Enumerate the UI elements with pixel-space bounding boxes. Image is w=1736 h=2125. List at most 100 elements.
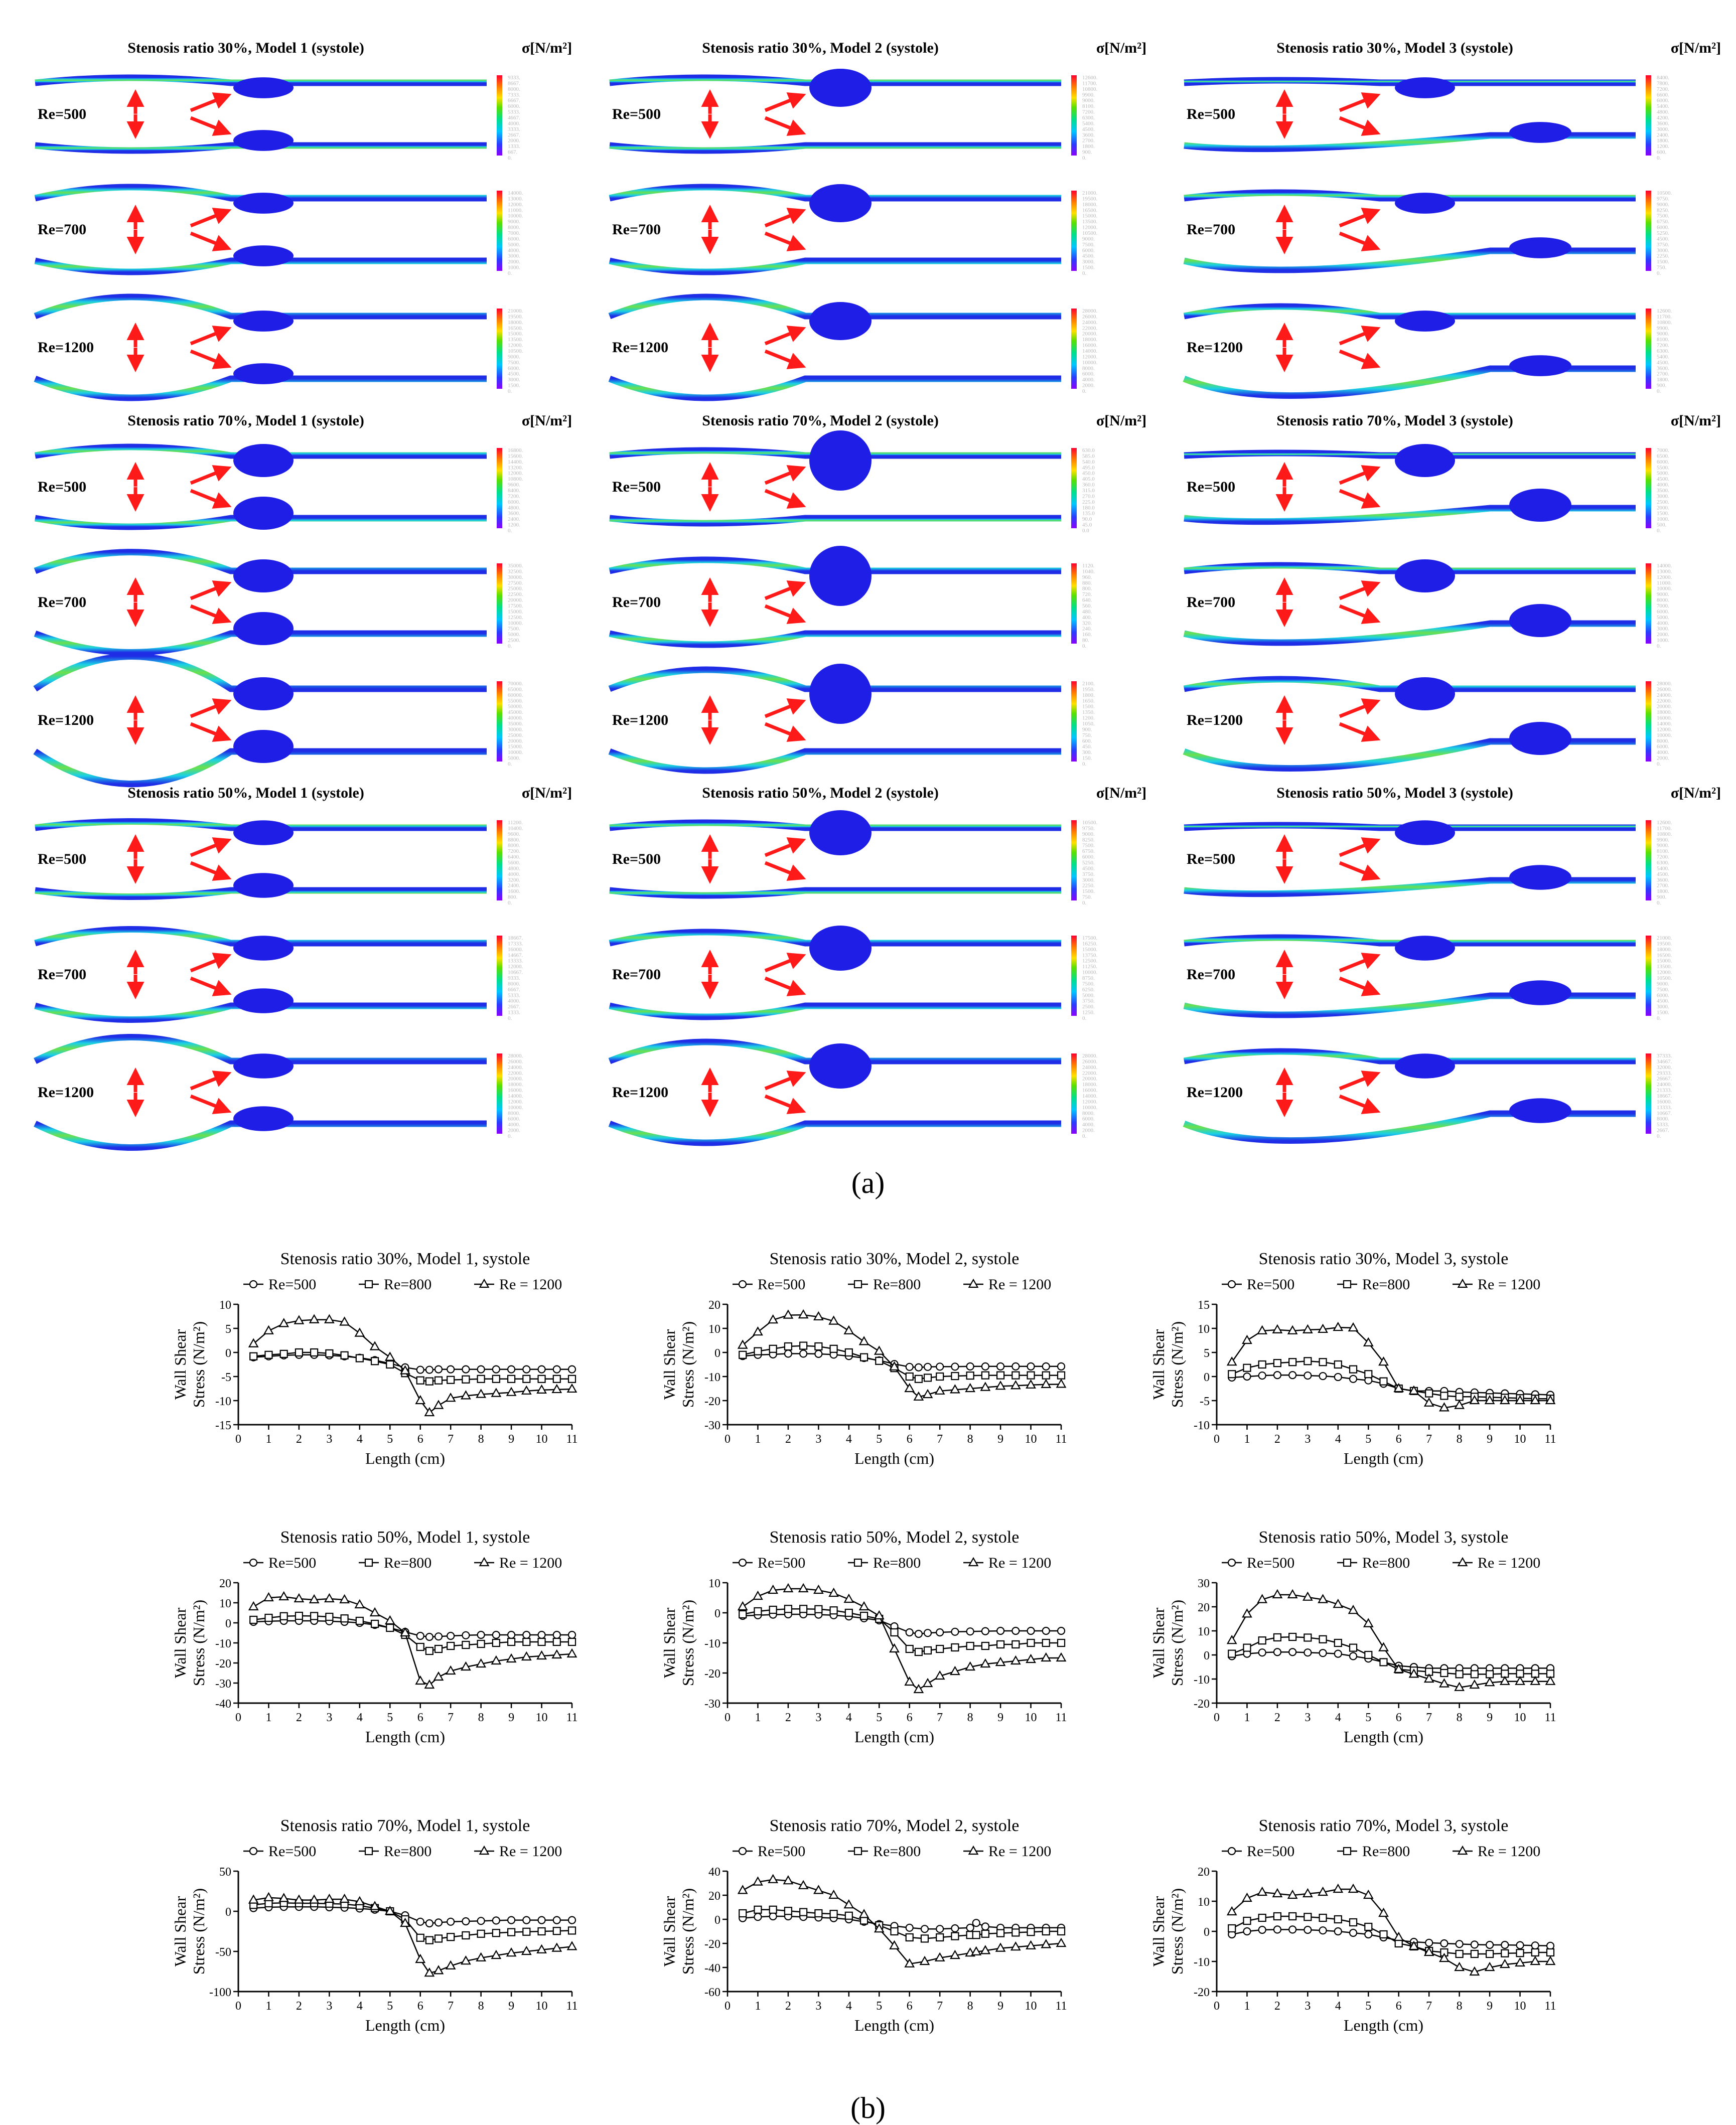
- vessel-wall-top: [609, 819, 1061, 831]
- y-axis-label: Stress (N/m²): [190, 1321, 208, 1408]
- legend-label: Re = 1200: [499, 1276, 562, 1293]
- colorbar-tick-label: 8400.: [1657, 75, 1669, 81]
- colorbar-tick-label: 2100.: [1082, 681, 1095, 687]
- data-point: [477, 1630, 485, 1639]
- data-point: [1470, 1670, 1479, 1679]
- data-point: [1011, 1928, 1020, 1937]
- data-point: [369, 1607, 380, 1617]
- data-point: [506, 1947, 517, 1957]
- data-point: [995, 1380, 1006, 1390]
- y-axis-label: Stress (N/m²): [679, 1888, 697, 1975]
- data-point: [980, 1945, 991, 1954]
- colorbar-tick-label: 2000.: [508, 259, 520, 265]
- data-point: [753, 1876, 763, 1886]
- colorbar-tick-label: 11700.: [1082, 80, 1097, 86]
- data-point: [813, 1311, 824, 1321]
- legend-marker: [1457, 1845, 1468, 1855]
- data-point: [1393, 1931, 1404, 1941]
- colorbar-tick-label: 5333.: [508, 992, 520, 998]
- data-point: [1515, 1395, 1525, 1405]
- wss-chart: Stenosis ratio 30%, Model 3, systole Re=5…: [1149, 1250, 1556, 1467]
- plaque-top: [233, 677, 294, 710]
- data-point: [1228, 1649, 1236, 1658]
- data-point: [425, 1936, 433, 1944]
- colorbar-tick-label: 22000.: [1082, 1070, 1098, 1076]
- colorbar-tick-label: 10400.: [508, 825, 523, 831]
- data-point: [249, 1352, 258, 1360]
- x-tick-label: 5: [1365, 2000, 1371, 2013]
- colorbar-tick-label: 13333.: [1657, 1105, 1672, 1111]
- x-tick-label: 2: [785, 2000, 791, 2013]
- colorbar-tick-label: 6000.: [1082, 854, 1095, 860]
- colorbar-tick-label: 8400.: [508, 488, 520, 494]
- vessel-wall-bottom: [608, 375, 1061, 401]
- colorbar-tick-label: 15000.: [508, 609, 523, 615]
- data-point: [1287, 1325, 1298, 1334]
- data-point: [737, 1885, 748, 1894]
- x-tick-label: 10: [536, 1433, 548, 1446]
- data-point: [551, 1942, 562, 1952]
- colorbar-tick-label: 10500.: [1657, 190, 1672, 196]
- colorbar-tick-label: 3750.: [1082, 998, 1095, 1004]
- chart-title: Stenosis ratio 70%, Model 3, systole: [1259, 1816, 1509, 1835]
- colorbar-tick-label: 0.: [508, 528, 512, 534]
- colorbar-tick-label: 3000.: [508, 253, 520, 259]
- colorbar-tick-label: 7500.: [1082, 981, 1095, 987]
- data-point: [904, 1676, 915, 1686]
- colorbar-tick-label: 360.0: [1082, 482, 1095, 488]
- data-point: [936, 1925, 944, 1933]
- colorbar-tick-label: 7500.: [1082, 843, 1095, 849]
- data-point: [1454, 1682, 1465, 1691]
- data-point: [339, 1316, 350, 1326]
- y-tick-label: -10: [1194, 1419, 1210, 1432]
- vessel-wall-top: [34, 184, 487, 202]
- data-point: [294, 1315, 305, 1324]
- data-point: [829, 1606, 838, 1615]
- flow-arrow: [1339, 1071, 1381, 1091]
- colorbar-tick-label: 20000.: [508, 597, 523, 603]
- colorbar-tick-label: 20000.: [1657, 704, 1672, 710]
- data-point: [768, 1874, 779, 1883]
- data-point: [972, 1931, 980, 1939]
- data-point: [264, 1613, 273, 1622]
- colorbar-tick-label: 12000.: [1657, 970, 1672, 976]
- data-point: [1010, 1380, 1021, 1390]
- colorbar-tick-label: 1950.: [1082, 686, 1095, 692]
- plaque-bottom: [233, 245, 294, 266]
- data-point: [858, 1909, 870, 1918]
- contour-panel: Stenosis ratio 30%, Model 3 (systole) σ[N…: [1183, 40, 1721, 399]
- data-point: [1531, 1941, 1539, 1950]
- colorbar-tick-label: 7200.: [1657, 343, 1669, 349]
- x-tick-label: 11: [1544, 1711, 1556, 1724]
- colorbar-tick-label: 3600.: [508, 511, 520, 517]
- data-point: [1334, 1649, 1342, 1658]
- colorbar-tick-label: 6000.: [1657, 98, 1669, 104]
- x-tick-label: 1: [755, 1711, 761, 1724]
- colorbar-tick-label: 1500.: [1082, 888, 1095, 894]
- vessel-wall-bottom: [608, 1120, 1061, 1146]
- colorbar-tick-label: 6750.: [1082, 848, 1095, 854]
- colorbar-tick-label: 0.: [1082, 1015, 1087, 1021]
- flow-arrow: [764, 208, 806, 228]
- data-point: [278, 1318, 290, 1327]
- flow-arrow: [1339, 116, 1381, 136]
- data-point: [1349, 1652, 1358, 1660]
- data-point: [890, 1628, 899, 1637]
- data-point: [936, 1372, 944, 1381]
- x-tick-label: 10: [1025, 1711, 1037, 1724]
- data-point: [434, 1918, 443, 1927]
- colorbar-tick-label: 29333.: [1657, 1070, 1672, 1076]
- data-point: [1011, 1362, 1020, 1371]
- data-point: [1258, 1913, 1266, 1922]
- data-point: [972, 1919, 980, 1927]
- data-point: [1485, 1949, 1494, 1958]
- data-point: [981, 1362, 989, 1371]
- data-point: [858, 1336, 870, 1345]
- vessel-wall-bottom: [33, 748, 487, 788]
- reynolds-label: Re=500: [1187, 106, 1235, 122]
- y-tick-label: -40: [215, 1698, 231, 1711]
- legend-label: Re=500: [758, 1555, 805, 1571]
- data-point: [1243, 1372, 1251, 1381]
- plaque-bottom: [1509, 865, 1571, 890]
- y-tick-label: -10: [704, 1371, 720, 1384]
